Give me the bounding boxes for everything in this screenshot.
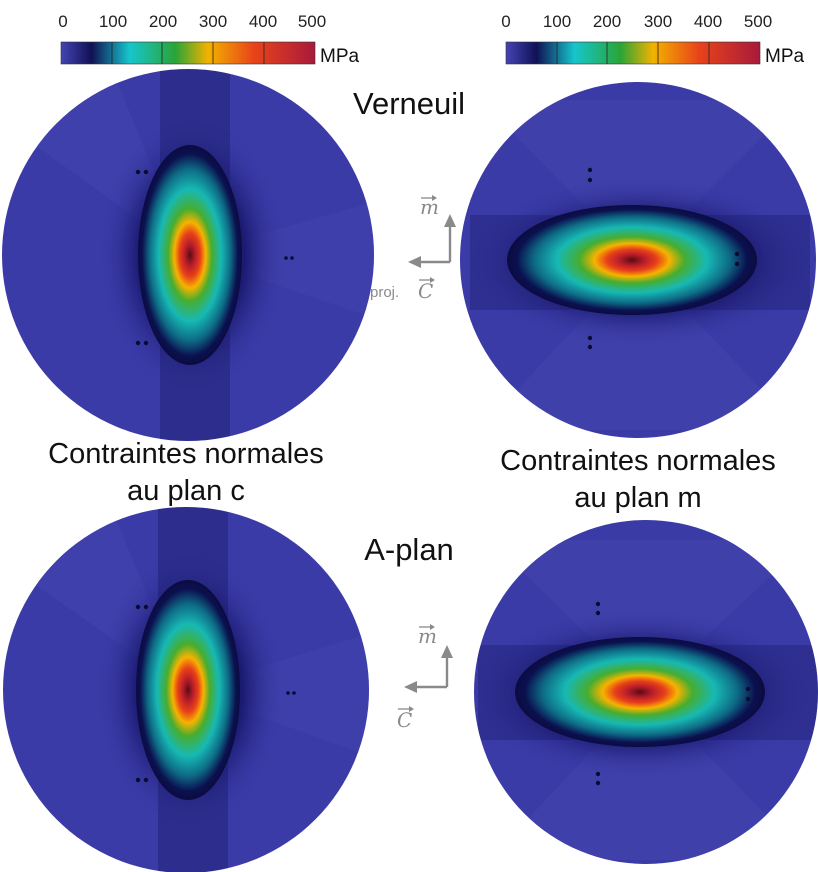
axis-top-c-label: C [418, 279, 433, 303]
disc-verneuil-m-plane [460, 82, 816, 438]
colorbar-right-ticks [556, 42, 710, 64]
hotspot-tl [138, 145, 242, 365]
caption-left-line1: Contraintes normales [48, 438, 324, 470]
colorbar-left-tick-500: 500 [298, 12, 326, 31]
caption-right-line1: Contraintes normales [500, 445, 776, 477]
colorbar-right-tick-100: 100 [543, 12, 571, 31]
colorbar-right-strip [505, 41, 761, 65]
title-a-plan: A-plan [364, 532, 454, 567]
colorbar-right-tick-200: 200 [593, 12, 621, 31]
colorbar-right-unit: MPa [765, 46, 805, 67]
axis-bottom-m-label: m [418, 624, 437, 648]
axis-top-m-label: m [420, 195, 439, 219]
colorbar-left-unit: MPa [320, 46, 360, 67]
caption-right-line2: au plan m [574, 482, 701, 514]
colorbar-left-tick-0: 0 [58, 12, 67, 31]
colorbar-right-tick-300: 300 [644, 12, 672, 31]
colorbar-left-ticks [111, 42, 265, 64]
colorbar-left-tick-400: 400 [249, 12, 277, 31]
colorbar-left: 0 100 200 300 400 500 MPa [58, 12, 359, 67]
disc-aplan-c-plane [3, 507, 369, 872]
axis-top-proj-label: proj. [370, 284, 399, 301]
axes-bottom: m C [397, 624, 453, 732]
axes-top: m proj. C [370, 195, 456, 303]
hotspot-tr [507, 205, 757, 315]
colorbar-right-tick-400: 400 [694, 12, 722, 31]
hotspot-bl [136, 580, 240, 800]
colorbar-left-tick-100: 100 [99, 12, 127, 31]
colorbar-right-tick-0: 0 [501, 12, 510, 31]
hotspot-br [515, 637, 765, 747]
disc-verneuil-c-plane [2, 69, 374, 441]
colorbar-left-tick-200: 200 [149, 12, 177, 31]
colorbar-left-tick-300: 300 [199, 12, 227, 31]
colorbar-right-tick-500: 500 [744, 12, 772, 31]
disc-aplan-m-plane [474, 520, 818, 864]
colorbar-left-strip [60, 41, 316, 65]
title-verneuil: Verneuil [353, 86, 465, 121]
axis-bottom-c-label: C [397, 708, 412, 732]
caption-left-line2: au plan c [127, 475, 245, 507]
colorbar-right: 0 100 200 300 400 500 MPa [501, 12, 804, 67]
